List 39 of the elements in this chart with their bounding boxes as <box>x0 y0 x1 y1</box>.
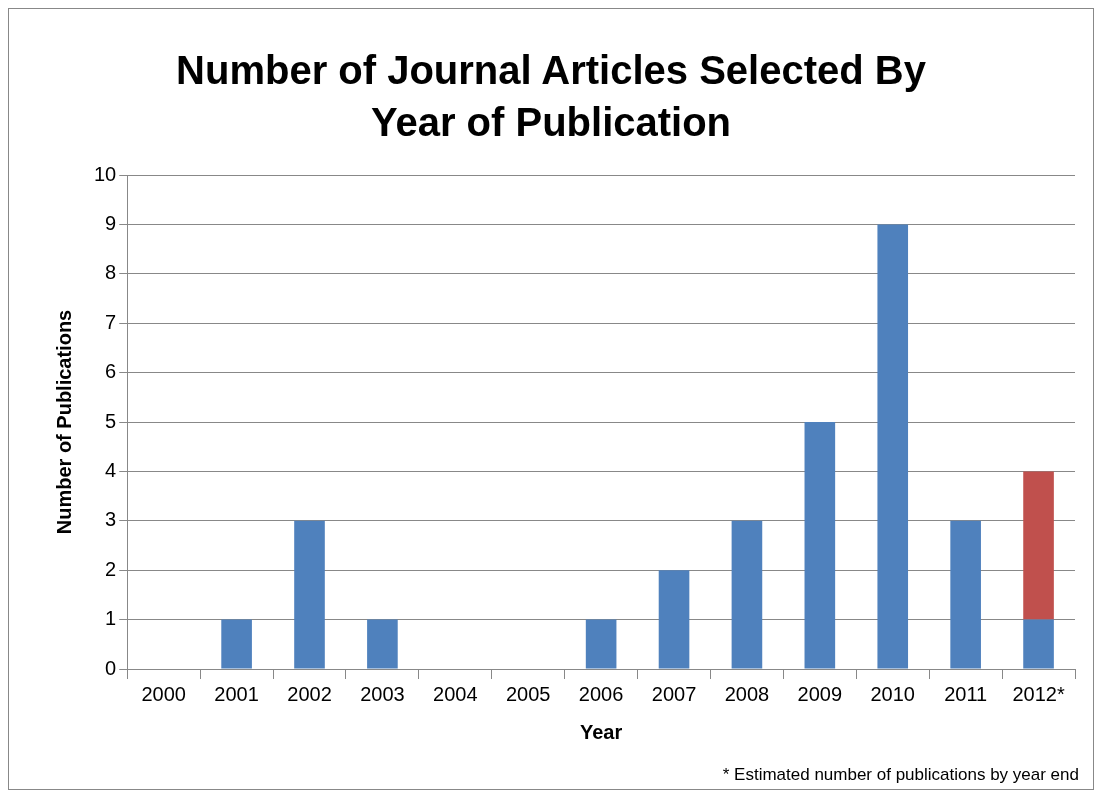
y-tick-label: 7 <box>105 310 117 333</box>
bar <box>1023 471 1054 620</box>
y-tick-label: 5 <box>105 409 117 432</box>
y-tick-label: 2 <box>105 557 117 580</box>
x-tick-label: 2001 <box>214 682 259 705</box>
y-tick-label: 9 <box>105 211 117 234</box>
text: * Estimated number of publications by year end <box>722 765 1079 785</box>
y-tick-label: 4 <box>105 458 117 481</box>
x-tick-label: 2000 <box>141 682 186 705</box>
y-tick-label: 1 <box>105 607 117 630</box>
bar <box>804 422 836 669</box>
x-tick-label: 2006 <box>578 682 624 705</box>
x-tick-label: 2007 <box>651 682 697 705</box>
bar <box>367 619 398 669</box>
y-tick-label: 10 <box>94 162 117 185</box>
y-tick-label: 0 <box>105 656 117 679</box>
y-axis-title: Number of Publications <box>52 309 75 535</box>
x-axis-title: Year <box>579 720 623 743</box>
bar <box>585 619 617 669</box>
x-tick-label: 2003 <box>360 682 405 705</box>
bar <box>950 520 981 669</box>
x-tick-label: 2005 <box>505 682 551 705</box>
bar <box>221 619 252 669</box>
x-tick-label: 2011 <box>944 682 988 705</box>
bar <box>658 570 690 669</box>
y-tick-label: 8 <box>105 261 117 284</box>
x-tick-label: 2010 <box>870 682 915 705</box>
x-tick-label: 2008 <box>724 682 770 705</box>
y-tick-label: 3 <box>105 508 117 531</box>
bar <box>294 520 325 669</box>
bar <box>877 224 909 669</box>
x-tick-label: 2009 <box>797 682 843 705</box>
bar <box>731 520 763 669</box>
x-tick-label: 2004 <box>433 682 478 705</box>
chart-title: Number of Journal Articles Selected By Year of Publication <box>175 47 927 146</box>
x-tick-label: 2002 <box>287 682 332 705</box>
bar <box>1023 619 1054 669</box>
x-tick-label: 2012* <box>1012 682 1065 705</box>
y-tick-label: 6 <box>105 360 117 383</box>
